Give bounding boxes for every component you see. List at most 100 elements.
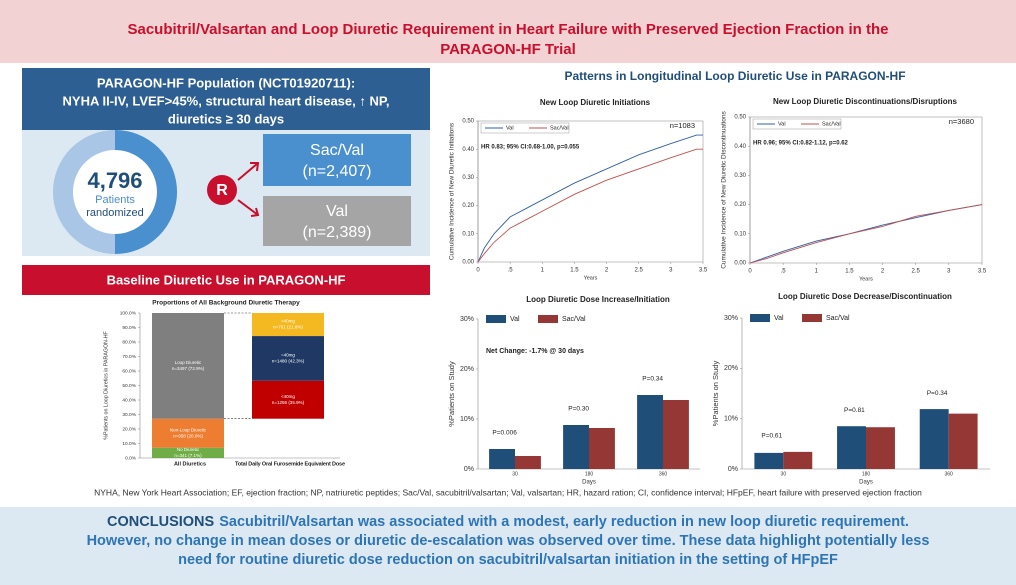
x-tick-label: .5 <box>781 269 787 275</box>
x-tick-label: 2.5 <box>635 268 644 274</box>
total-caption: randomized <box>86 207 143 219</box>
y-tick-label: 80.0% <box>122 339 136 345</box>
bar <box>837 426 866 469</box>
plot-frame <box>477 120 704 263</box>
x-tick-label: Total Daily Oral Furosemide Equivalent D… <box>235 461 345 467</box>
section-title: Patterns in Longitudinal Loop Diuretic U… <box>564 69 905 83</box>
x-axis-label: Days <box>859 480 873 486</box>
population-title: diuretics ≥ 30 days <box>168 111 284 126</box>
conclusions-text: Sacubitril/Valsartan was associated with… <box>219 514 909 530</box>
y-axis-label: %Patients on Study <box>711 361 720 427</box>
y-tick-label: 90.0% <box>122 325 136 331</box>
y-tick-label: 20% <box>724 365 738 372</box>
bar <box>919 409 949 469</box>
legend-label: Val <box>506 125 514 131</box>
bar <box>754 452 784 469</box>
km-curve <box>477 148 703 263</box>
segment-label: n=341 (7.1%) <box>174 453 202 458</box>
km-curve <box>749 204 983 264</box>
chart-title: Loop Diuretic Dose Decrease/Discontinuat… <box>778 292 952 301</box>
y-tick-label: 100.0% <box>120 310 137 316</box>
y-tick-label: 0.10 <box>462 231 474 237</box>
x-tick-label: 3.5 <box>978 269 987 275</box>
y-tick-label: 0.30 <box>734 173 746 179</box>
y-tick-label: 30.0% <box>122 412 136 418</box>
y-tick-label: 40.0% <box>122 397 136 403</box>
arm-name: Sac/Val <box>310 142 364 159</box>
title-band <box>0 0 1016 63</box>
arm-n: (n=2,407) <box>303 163 372 180</box>
legend-label: Val <box>778 121 786 127</box>
x-axis-label: Days <box>582 480 596 486</box>
y-tick-label: 0.40 <box>734 144 746 150</box>
x-tick-label: 30 <box>512 471 518 477</box>
conclusions-band <box>0 507 1016 585</box>
arrow <box>237 162 260 181</box>
legend-label: Val <box>510 316 520 323</box>
y-tick-label: 70.0% <box>122 354 136 360</box>
donut-arc <box>114 130 177 254</box>
bar <box>866 427 895 469</box>
arm-n: (n=2,389) <box>303 224 372 241</box>
p-label: P=0.81 <box>844 407 865 414</box>
y-tick-label: 30% <box>724 315 738 322</box>
arm-box <box>263 134 411 186</box>
bar <box>663 400 689 469</box>
legend-swatch <box>538 315 558 323</box>
chart-title: Loop Diuretic Dose Increase/Initiation <box>526 295 670 304</box>
p-label: P=0.30 <box>568 406 589 413</box>
y-axis-label: %Patients on Study <box>447 361 456 427</box>
arm-box <box>263 196 411 246</box>
conclusions-line: However, no change in mean doses or diur… <box>87 533 930 549</box>
legend-box <box>752 118 842 130</box>
km-curve <box>477 134 703 263</box>
legend-swatch <box>486 315 506 323</box>
x-tick-label: 3.5 <box>699 268 708 274</box>
n-label: n=3680 <box>949 117 974 126</box>
y-tick-label: 10.0% <box>122 441 136 447</box>
bar-segment <box>152 313 224 419</box>
chart-title: New Loop Diuretic Discontinuations/Disru… <box>773 97 958 106</box>
segment-label: n=1256 (35.9%) <box>272 400 305 405</box>
bar-segment <box>252 380 324 419</box>
chart-title: Proportions of All Background Diuretic T… <box>152 300 300 307</box>
legend-label: Sac/Val <box>822 121 841 127</box>
population-title: NYHA II-IV, LVEF>45%, structural heart d… <box>63 93 390 108</box>
chart-title: New Loop Diuretic Initiations <box>540 98 651 107</box>
conclusions-line: need for routine diuretic dose reduction… <box>178 552 838 568</box>
y-tick-label: 0% <box>728 466 738 473</box>
x-tick-label: 0 <box>476 268 480 274</box>
segment-name: <40mg <box>281 394 295 399</box>
segment-name: No Diuretic <box>177 447 200 452</box>
segment-label: n=761 (21.8%) <box>273 325 303 330</box>
legend-label: Sac/Val <box>826 315 850 322</box>
title: Sacubitril/Valsartan and Loop Diuretic R… <box>127 21 888 38</box>
x-tick-label: 360 <box>659 471 668 477</box>
y-axis-label: Cumulative Incidence of New Diuretic Dis… <box>721 110 728 268</box>
bar-segment <box>152 418 224 448</box>
x-tick-label: 2.5 <box>912 269 921 275</box>
y-tick-label: 20% <box>460 366 474 373</box>
segment-label: n=3497 (72.9%) <box>172 366 205 371</box>
y-tick-label: 0% <box>464 466 474 473</box>
segment-name: Non-Loop Diuretic <box>170 427 207 432</box>
y-tick-label: 0.40 <box>462 147 474 153</box>
x-tick-label: 180 <box>862 471 871 477</box>
arm-name: Val <box>326 203 348 220</box>
legend-label: Sac/Val <box>550 125 569 131</box>
plot-frame <box>749 116 983 264</box>
km-curve <box>749 204 983 264</box>
y-tick-label: 0.00 <box>734 261 746 267</box>
baseline-band <box>22 265 430 295</box>
y-tick-label: 0.20 <box>462 203 474 209</box>
x-tick-label: 30 <box>781 471 787 477</box>
segment-label: n=1480 (42.3%) <box>272 359 305 364</box>
x-axis-label: Years <box>859 276 873 282</box>
legend-box <box>480 122 570 134</box>
x-tick-label: 360 <box>944 471 953 477</box>
x-tick-label: All Diuretics <box>174 461 206 467</box>
y-tick-label: 30% <box>460 316 474 323</box>
population-title: PARAGON-HF Population (NCT01920711): <box>97 75 355 90</box>
bar <box>515 456 541 469</box>
y-tick-label: 0.0% <box>125 455 137 461</box>
